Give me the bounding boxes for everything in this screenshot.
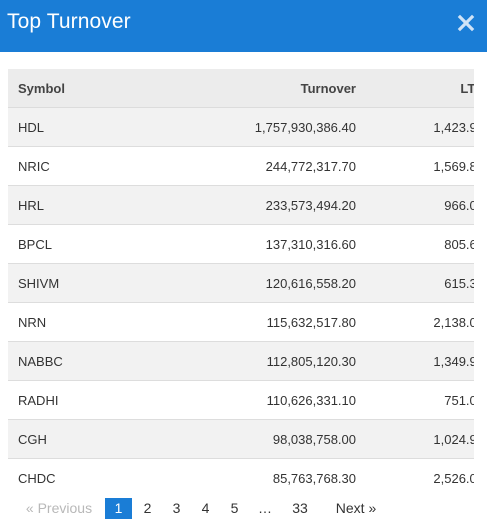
cell-symbol: CHDC bbox=[8, 458, 178, 490]
next-page-button[interactable]: Next » bbox=[335, 500, 377, 516]
cell-ltp: 2,526.00 bbox=[366, 458, 474, 490]
column-header-turnover[interactable]: Turnover bbox=[178, 69, 366, 108]
close-icon bbox=[457, 14, 475, 32]
cell-ltp: 2,138.00 bbox=[366, 302, 474, 342]
cell-symbol: NRN bbox=[8, 302, 178, 342]
cell-turnover: 137,310,316.60 bbox=[178, 224, 366, 264]
pagination-ellipsis: … bbox=[258, 500, 272, 516]
table-row[interactable]: HRL 233,573,494.20 966.00 bbox=[8, 185, 474, 225]
column-header-symbol[interactable]: Symbol bbox=[8, 69, 178, 108]
cell-symbol: SHIVM bbox=[8, 263, 178, 303]
table-row[interactable]: BPCL 137,310,316.60 805.60 bbox=[8, 224, 474, 264]
cell-symbol: NRIC bbox=[8, 146, 178, 186]
cell-turnover: 115,632,517.80 bbox=[178, 302, 366, 342]
cell-symbol: BPCL bbox=[8, 224, 178, 264]
cell-ltp: 1,423.90 bbox=[366, 107, 474, 147]
page-button-2[interactable]: 2 bbox=[143, 500, 152, 516]
modal-header: Top Turnover bbox=[0, 0, 487, 52]
table-row[interactable]: SHIVM 120,616,558.20 615.30 bbox=[8, 263, 474, 303]
page-button-1[interactable]: 1 bbox=[105, 498, 132, 519]
table-row[interactable]: CHDC 85,763,768.30 2,526.00 bbox=[8, 458, 474, 490]
table-row[interactable]: RADHI 110,626,331.10 751.00 bbox=[8, 380, 474, 420]
cell-symbol: HRL bbox=[8, 185, 178, 225]
cell-turnover: 120,616,558.20 bbox=[178, 263, 366, 303]
cell-ltp: 1,024.90 bbox=[366, 419, 474, 459]
table-row[interactable]: NABBC 112,805,120.30 1,349.90 bbox=[8, 341, 474, 381]
cell-symbol: NABBC bbox=[8, 341, 178, 381]
cell-turnover: 233,573,494.20 bbox=[178, 185, 366, 225]
previous-page-button[interactable]: « Previous bbox=[25, 500, 93, 516]
page-button-5[interactable]: 5 bbox=[230, 500, 239, 516]
cell-ltp: 615.30 bbox=[366, 263, 474, 303]
cell-turnover: 112,805,120.30 bbox=[178, 341, 366, 381]
table-row[interactable]: NRIC 244,772,317.70 1,569.80 bbox=[8, 146, 474, 186]
cell-symbol: CGH bbox=[8, 419, 178, 459]
page-button-3[interactable]: 3 bbox=[172, 500, 181, 516]
table-header-row: Symbol Turnover LTP bbox=[8, 69, 474, 108]
cell-ltp: 1,569.80 bbox=[366, 146, 474, 186]
turnover-table-container: Symbol Turnover LTP HDL 1,757,930,386.40… bbox=[8, 69, 474, 490]
cell-turnover: 1,757,930,386.40 bbox=[178, 107, 366, 147]
cell-ltp: 751.00 bbox=[366, 380, 474, 420]
cell-symbol: HDL bbox=[8, 107, 178, 147]
cell-ltp: 805.60 bbox=[366, 224, 474, 264]
page-button-33[interactable]: 33 bbox=[292, 500, 308, 516]
cell-turnover: 110,626,331.10 bbox=[178, 380, 366, 420]
turnover-table: Symbol Turnover LTP HDL 1,757,930,386.40… bbox=[8, 69, 474, 490]
column-header-ltp[interactable]: LTP bbox=[366, 69, 474, 108]
cell-turnover: 98,038,758.00 bbox=[178, 419, 366, 459]
modal-title: Top Turnover bbox=[7, 10, 131, 33]
table-row[interactable]: CGH 98,038,758.00 1,024.90 bbox=[8, 419, 474, 459]
table-row[interactable]: HDL 1,757,930,386.40 1,423.90 bbox=[8, 107, 474, 147]
page-button-4[interactable]: 4 bbox=[201, 500, 210, 516]
cell-turnover: 244,772,317.70 bbox=[178, 146, 366, 186]
cell-ltp: 1,349.90 bbox=[366, 341, 474, 381]
close-button[interactable] bbox=[457, 14, 475, 32]
table-row[interactable]: NRN 115,632,517.80 2,138.00 bbox=[8, 302, 474, 342]
cell-turnover: 85,763,768.30 bbox=[178, 458, 366, 490]
cell-ltp: 966.00 bbox=[366, 185, 474, 225]
cell-symbol: RADHI bbox=[8, 380, 178, 420]
